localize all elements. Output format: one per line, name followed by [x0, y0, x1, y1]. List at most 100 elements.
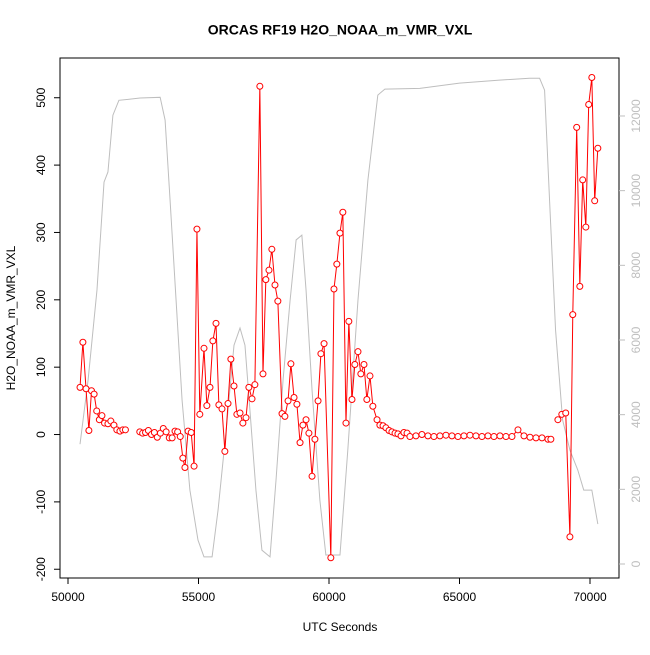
data-point [168, 434, 176, 442]
data-point [454, 433, 462, 441]
data-point [373, 416, 381, 424]
data-point [281, 412, 289, 420]
data-point [594, 144, 602, 152]
data-point [193, 225, 201, 233]
data-point [342, 419, 350, 427]
data-point [268, 245, 276, 253]
data-point [90, 390, 98, 398]
y2-tick-label: 8000 [629, 252, 643, 279]
data-point [354, 348, 362, 356]
data-point [406, 433, 414, 441]
y-tick-label: -100 [34, 490, 48, 514]
data-point [490, 433, 498, 441]
data-point [259, 370, 267, 378]
data-point [327, 554, 335, 562]
data-point [526, 433, 534, 441]
data-point [299, 421, 307, 429]
y-axis-label: H2O_NOAA_m_VMR_VXL [4, 245, 18, 390]
data-point [442, 431, 450, 439]
x-tick-label: 65000 [443, 590, 477, 604]
y-tick-label: 0 [34, 431, 48, 438]
data-point [187, 429, 195, 437]
data-point [221, 447, 229, 455]
data-point [579, 176, 587, 184]
data-point [369, 402, 377, 410]
data-point [305, 429, 313, 437]
data-point [218, 405, 226, 413]
data-point [569, 311, 577, 319]
data-point [85, 426, 93, 434]
data-point [366, 372, 374, 380]
y-tick-label: 100 [34, 357, 48, 377]
data-point [562, 409, 570, 417]
data-point [573, 123, 581, 131]
data-point [251, 381, 259, 389]
data-point [248, 395, 256, 403]
data-point [345, 317, 353, 325]
data-point [566, 533, 574, 541]
data-point [284, 397, 292, 405]
data-point [236, 409, 244, 417]
data-point [502, 433, 510, 441]
data-point [293, 400, 301, 408]
y-tick-label: -200 [34, 557, 48, 581]
data-point [430, 433, 438, 441]
data-point [224, 400, 232, 408]
data-point [466, 431, 474, 439]
data-point [121, 426, 129, 434]
data-point [448, 432, 456, 440]
data-point [330, 285, 338, 293]
data-point [582, 223, 590, 231]
data-point [520, 432, 528, 440]
y-tick-label: 400 [34, 155, 48, 175]
y-tick-label: 500 [34, 87, 48, 107]
y2-tick-label: 6000 [629, 326, 643, 353]
x-tick-label: 50000 [51, 590, 85, 604]
data-point [478, 433, 486, 441]
data-point [532, 434, 540, 442]
data-point [209, 337, 217, 345]
x-axis-label: UTC Seconds [303, 620, 378, 634]
data-point [227, 355, 235, 363]
data-point [274, 297, 282, 305]
data-point [547, 435, 555, 443]
data-point [588, 74, 596, 82]
data-point [412, 432, 420, 440]
chart-title: ORCAS RF19 H2O_NOAA_m_VMR_VXL [208, 22, 473, 38]
data-point [496, 432, 504, 440]
x-tick-label: 60000 [312, 590, 346, 604]
x-tick-label: 55000 [182, 590, 216, 604]
data-point [339, 208, 347, 216]
data-point [418, 431, 426, 439]
data-point [302, 416, 310, 424]
data-point [336, 229, 344, 237]
data-point [79, 338, 87, 346]
data-point [206, 383, 214, 391]
data-point [514, 426, 522, 434]
data-point [287, 360, 295, 368]
data-point [290, 393, 298, 401]
data-point [245, 383, 253, 391]
data-point [239, 419, 247, 427]
data-point [256, 82, 264, 90]
data-point [179, 454, 187, 462]
data-point [271, 281, 279, 289]
data-point [242, 414, 250, 422]
data-point [203, 402, 211, 410]
data-point [162, 428, 170, 436]
data-point [320, 340, 328, 348]
y-tick-label: 300 [34, 222, 48, 242]
data-point [508, 433, 516, 441]
data-line [79, 77, 599, 558]
data-point [98, 412, 106, 420]
data-point [212, 319, 220, 327]
data-point [296, 439, 304, 447]
x-tick-label: 70000 [573, 590, 607, 604]
data-point [424, 432, 432, 440]
data-point [576, 282, 584, 290]
data-point [317, 350, 325, 358]
data-point [484, 432, 492, 440]
data-point [360, 360, 368, 368]
data-point [460, 432, 468, 440]
